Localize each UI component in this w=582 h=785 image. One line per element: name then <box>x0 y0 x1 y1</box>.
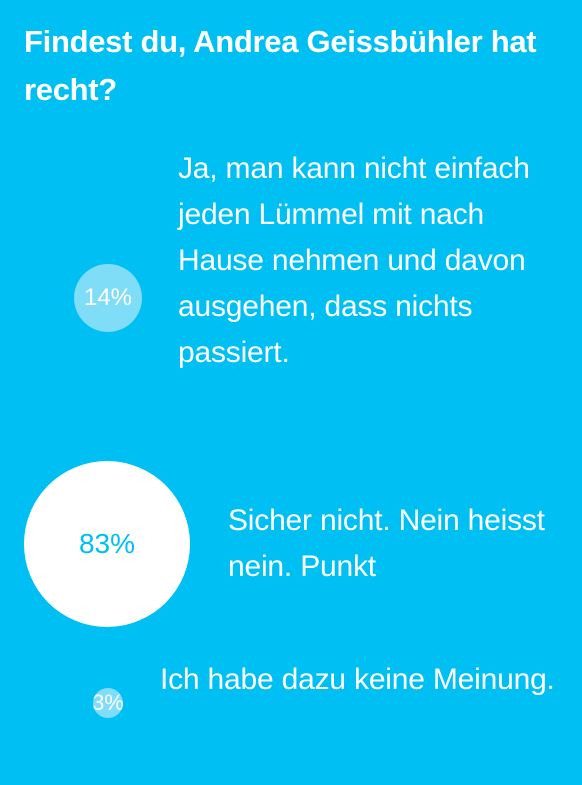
poll-answer-option-2[interactable]: 83% Sicher nicht. Nein heisst nein. Punk… <box>0 460 582 630</box>
result-percentage: 14% <box>83 284 133 311</box>
answer-label: Sicher nicht. Nein heisst nein. Punkt <box>228 504 545 583</box>
result-bubble: 3% <box>93 688 123 718</box>
result-percentage: 3% <box>93 690 123 715</box>
poll-answer-option-1[interactable]: 14% Ja, man kann nicht einfach jeden Lüm… <box>0 140 582 440</box>
answer-label: Ich habe dazu keine Meinung. <box>160 663 555 696</box>
poll-answer-option-3[interactable]: 3% Ich habe dazu keine Meinung. <box>0 650 582 760</box>
result-percentage: 83% <box>78 528 136 559</box>
result-bubble: 83% <box>24 461 190 627</box>
poll-question: Findest du, Andrea Geissbühler hat recht… <box>24 24 537 107</box>
result-bubble: 14% <box>74 264 142 332</box>
answer-label: Ja, man kann nicht einfach jeden Lümmel … <box>178 152 530 369</box>
